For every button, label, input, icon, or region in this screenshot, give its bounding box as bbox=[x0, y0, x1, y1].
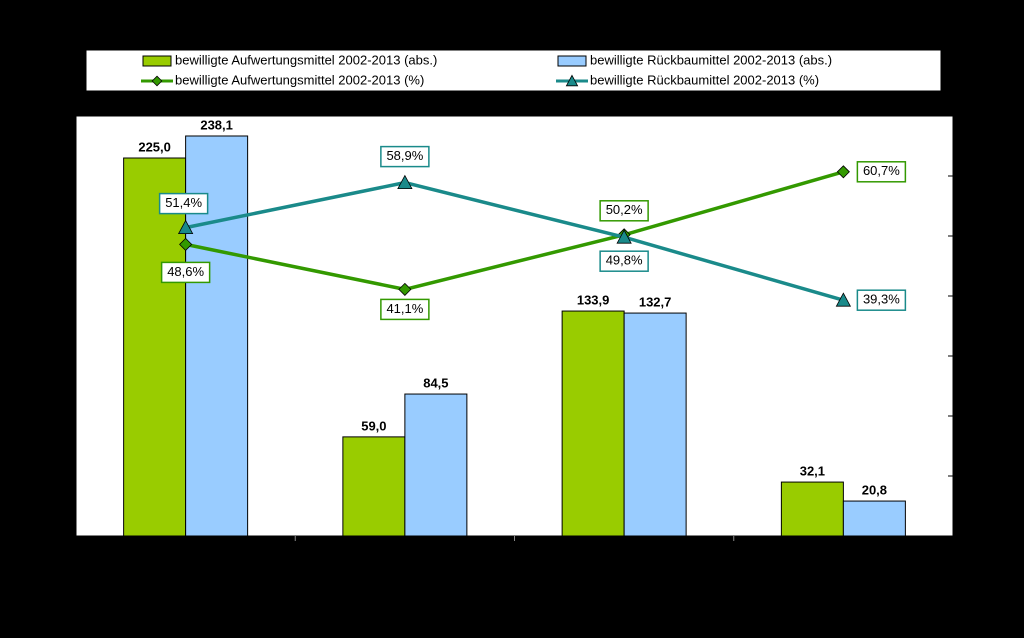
data-label-box bbox=[160, 261, 211, 284]
line bbox=[185, 170, 844, 292]
legend-label: bewilligte Aufwertungsmittel 2002-2013 (… bbox=[175, 52, 437, 67]
legend-swatch bbox=[142, 55, 172, 67]
bar-value-label: 59,0 bbox=[361, 418, 386, 433]
line-marker bbox=[616, 229, 632, 244]
y2-tick-label: 20 bbox=[961, 407, 975, 422]
legend-label: bewilligte Rückbaumittel 2002-2013 (abs.… bbox=[590, 52, 832, 67]
bar-value-label: 238,1 bbox=[200, 117, 233, 132]
bar bbox=[404, 393, 468, 537]
y2-tick-label: 0 bbox=[961, 527, 968, 542]
legend bbox=[85, 49, 942, 92]
y2-tick-label: 60 bbox=[961, 167, 975, 182]
y2-tick-label: 70 bbox=[961, 107, 975, 122]
line-marker bbox=[398, 282, 412, 296]
bar-value-label: 132,7 bbox=[639, 295, 672, 310]
line bbox=[185, 180, 844, 302]
legend-swatch bbox=[557, 55, 587, 67]
bar bbox=[623, 312, 687, 537]
y2-tick-label: 10 bbox=[961, 467, 975, 482]
legend-label: bewilligte Aufwertungsmittel 2002-2013 (… bbox=[175, 72, 424, 87]
y2-tick-label: 30 bbox=[961, 347, 975, 362]
line-marker bbox=[177, 219, 194, 235]
legend-marker bbox=[565, 74, 579, 87]
bar bbox=[342, 436, 406, 537]
data-label-box bbox=[158, 192, 209, 215]
data-label-box bbox=[856, 289, 907, 311]
data-label-box bbox=[599, 200, 649, 222]
data-label-box bbox=[599, 250, 649, 272]
line-value-label: 60,7% bbox=[863, 163, 900, 178]
bar-value-label: 32,1 bbox=[800, 464, 825, 479]
bar-value-label: 225,0 bbox=[138, 139, 171, 154]
bar-value-label: 84,5 bbox=[423, 375, 448, 390]
y-tick-label: 250 bbox=[46, 107, 68, 122]
legend-label: bewilligte Rückbaumittel 2002-2013 (%) bbox=[590, 72, 819, 87]
y2-tick-label: 40 bbox=[961, 287, 975, 302]
data-label-box bbox=[856, 161, 907, 183]
bar bbox=[561, 310, 625, 537]
line-value-label: 49,8% bbox=[606, 253, 643, 268]
bar bbox=[780, 481, 844, 537]
y-tick-label: 0 bbox=[61, 527, 68, 542]
line-value-label: 39,3% bbox=[863, 292, 900, 307]
line-marker bbox=[835, 292, 852, 307]
legend-marker bbox=[151, 75, 163, 87]
line-value-label: 51,4% bbox=[165, 195, 202, 210]
bar bbox=[123, 157, 187, 537]
bar-value-label: 133,9 bbox=[577, 292, 610, 307]
y2-tick-label: 50 bbox=[961, 227, 975, 242]
y-tick-label: 50 bbox=[54, 443, 68, 458]
data-label-box bbox=[380, 145, 430, 168]
line-marker bbox=[397, 174, 413, 190]
y-tick-label: 200 bbox=[46, 191, 68, 206]
line-value-label: 50,2% bbox=[606, 202, 643, 217]
bar bbox=[842, 500, 906, 537]
line-marker bbox=[836, 165, 850, 179]
bar-value-label: 20,8 bbox=[862, 482, 887, 497]
y-tick-label: 100 bbox=[46, 359, 68, 374]
line-value-label: 58,9% bbox=[386, 148, 423, 163]
line-value-label: 48,6% bbox=[167, 264, 204, 279]
line-marker bbox=[179, 237, 193, 251]
data-label-box bbox=[380, 298, 430, 321]
y-tick-label: 150 bbox=[46, 275, 68, 290]
line-value-label: 41,1% bbox=[386, 301, 423, 316]
